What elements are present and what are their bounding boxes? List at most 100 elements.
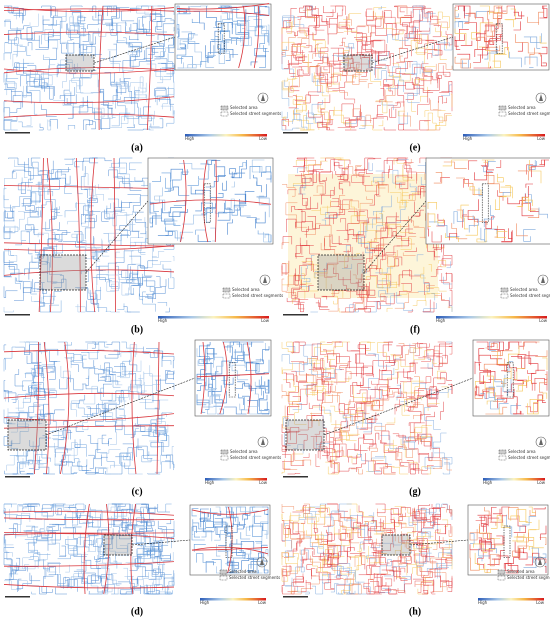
street (286, 427, 300, 441)
street (61, 454, 71, 463)
street (408, 414, 431, 426)
street (343, 30, 364, 41)
street (3, 307, 14, 313)
street (87, 408, 112, 417)
street (414, 547, 432, 565)
street (152, 286, 166, 303)
street (70, 466, 77, 474)
street (298, 299, 309, 310)
street (449, 297, 453, 312)
street (110, 377, 119, 385)
street (70, 402, 78, 417)
street (544, 566, 547, 573)
street (30, 556, 39, 567)
street (483, 205, 494, 228)
street (351, 527, 362, 539)
street (147, 473, 161, 475)
street (376, 214, 384, 233)
street (8, 32, 18, 41)
street (6, 451, 24, 471)
street (23, 161, 44, 172)
street (3, 390, 6, 402)
street (337, 159, 351, 165)
street (490, 15, 502, 33)
street (283, 552, 290, 558)
street (441, 386, 449, 398)
street (109, 50, 122, 62)
street (414, 343, 424, 357)
street (129, 5, 149, 9)
street (432, 572, 447, 592)
street (455, 5, 465, 19)
major-road (98, 5, 104, 131)
street (338, 195, 350, 210)
street (55, 513, 66, 525)
street (119, 212, 136, 225)
street (333, 60, 346, 72)
street (356, 354, 369, 368)
street (18, 400, 25, 412)
street (321, 529, 333, 542)
street (445, 273, 453, 282)
street (110, 115, 134, 128)
street (210, 30, 222, 40)
street (151, 422, 165, 433)
street (355, 286, 368, 311)
street (67, 40, 72, 53)
street (367, 447, 384, 461)
street (314, 72, 323, 80)
street (451, 222, 468, 240)
street (422, 61, 433, 74)
street (441, 16, 450, 28)
street (426, 552, 437, 563)
street (312, 531, 322, 550)
street (281, 81, 290, 107)
street (314, 55, 323, 61)
street (444, 113, 452, 122)
panel-label: (c) (131, 486, 142, 497)
street (4, 19, 11, 27)
street (147, 584, 160, 595)
street (327, 463, 339, 475)
street (28, 402, 39, 418)
street (478, 557, 483, 562)
street (110, 511, 123, 526)
street (23, 198, 31, 207)
street (59, 89, 70, 99)
street (90, 92, 113, 106)
street (410, 33, 422, 51)
street (281, 120, 300, 131)
street (8, 266, 15, 275)
street (303, 558, 314, 564)
street (373, 295, 402, 306)
street (319, 97, 326, 109)
street (248, 564, 261, 574)
major-road (3, 584, 175, 589)
street (14, 62, 27, 71)
street (128, 373, 142, 395)
street (253, 174, 262, 193)
street (229, 341, 239, 353)
street (18, 121, 33, 128)
street (417, 185, 425, 197)
street (104, 200, 122, 219)
street (281, 362, 293, 375)
street (30, 541, 35, 553)
street (441, 84, 452, 97)
street (3, 547, 15, 553)
street (236, 547, 246, 556)
street (27, 503, 40, 507)
street (71, 78, 84, 93)
street (420, 521, 434, 539)
street (141, 503, 149, 513)
street (229, 350, 244, 368)
street (64, 87, 76, 105)
street (530, 33, 542, 43)
street (208, 375, 225, 389)
street (351, 468, 363, 475)
selected-area (7, 419, 47, 451)
street (10, 204, 15, 212)
street (400, 439, 406, 458)
street (42, 503, 66, 517)
